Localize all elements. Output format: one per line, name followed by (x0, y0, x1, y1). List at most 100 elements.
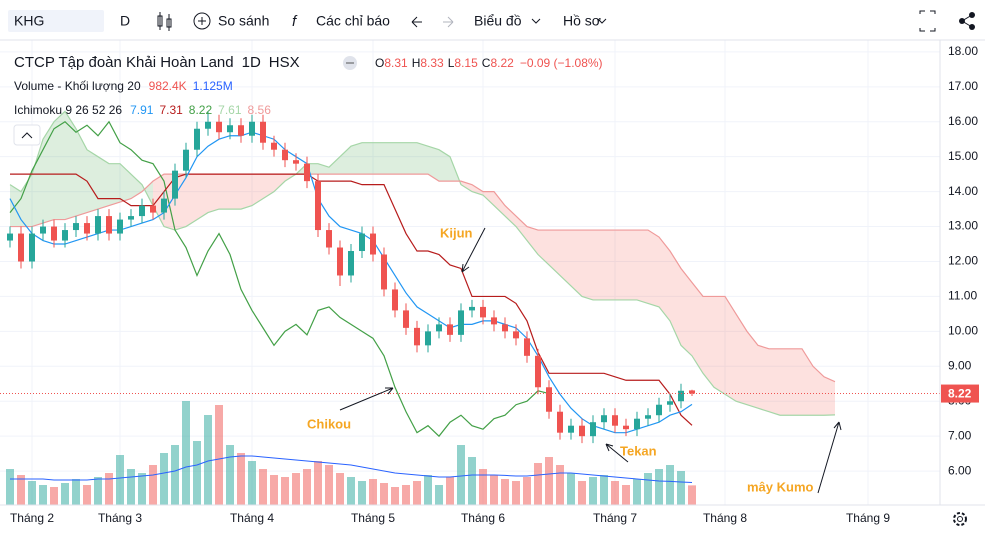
arrow (605, 443, 629, 463)
volume-bar (633, 479, 641, 505)
candle-body (249, 121, 255, 136)
cloud-fill (131, 174, 142, 199)
volume-bar (116, 455, 124, 505)
cloud-fill (186, 174, 197, 227)
y-tick-label: 9.00 (948, 358, 972, 372)
undo[interactable] (411, 16, 422, 28)
x-tick-label: Tháng 6 (461, 511, 505, 525)
change: −0.09 (−1.08%) (520, 56, 603, 70)
volume-bar (589, 477, 597, 505)
candle-body (117, 219, 123, 234)
cloud-fill (197, 174, 208, 220)
candle-body (194, 128, 200, 150)
candle-body (326, 230, 332, 248)
cloud-fill (516, 216, 527, 241)
cloud-fill (362, 142, 373, 175)
indicators[interactable]: Các chỉ báo (316, 13, 390, 29)
cloud-fill (659, 237, 670, 321)
annotation: Kijun (440, 225, 473, 240)
chikou-last: 8.22 (189, 103, 213, 117)
volume-bar (149, 465, 157, 505)
chart-type[interactable]: Biểu đồ (474, 13, 522, 29)
cloud-fill (725, 296, 736, 402)
annotations: Kijun Chikou Tekan mây Kumo (307, 225, 842, 494)
candle-body (95, 216, 101, 234)
candle-body (227, 125, 233, 133)
fullscreen[interactable] (919, 10, 936, 32)
candle-body (359, 233, 365, 252)
volume-bar (215, 405, 223, 505)
cloud-fill (780, 348, 791, 416)
redo[interactable] (443, 16, 454, 28)
candle-body (667, 401, 673, 405)
x-tick-label: Tháng 5 (351, 511, 395, 525)
volume-bar (204, 415, 212, 505)
volume-bar (226, 445, 234, 505)
candle-body (260, 121, 266, 143)
volume-bar (83, 485, 91, 505)
symbol-box[interactable] (8, 10, 104, 32)
volume-bar (138, 473, 146, 505)
volume-bar (105, 473, 113, 505)
volume-bar (424, 475, 432, 505)
volume-bar (677, 471, 685, 505)
volume-bar (413, 481, 421, 505)
volume-bar (72, 479, 80, 505)
kijun-last: 7.31 (159, 103, 183, 117)
compare-plus (198, 17, 206, 25)
compare[interactable]: So sánh (218, 13, 269, 29)
volume-bar (556, 465, 564, 505)
candle-body (414, 327, 420, 346)
annotation: Tekan (620, 443, 657, 458)
span-b-line (10, 173, 836, 383)
candle-icon[interactable] (157, 12, 172, 31)
fx-icon[interactable]: f (292, 13, 298, 30)
candle-body (238, 125, 244, 136)
o-prefix: O (375, 56, 384, 70)
x-tick-label: Tháng 7 (593, 511, 637, 525)
cloud-fill (395, 142, 406, 175)
x-tick-label: Tháng 9 (846, 511, 890, 525)
volume-bar (567, 473, 575, 505)
candle-body (315, 181, 321, 231)
legend: CTCP Tập đoàn Khải Hoàn Land 1D HSX O8.31 H… (13, 54, 603, 146)
y-tick-label: 14.00 (948, 184, 978, 198)
profile[interactable]: Hồ sơ (563, 13, 601, 29)
hide-legend-btn[interactable] (13, 124, 41, 146)
compare-icon[interactable] (193, 12, 211, 30)
interval[interactable]: D (120, 13, 130, 29)
candle-body (205, 121, 211, 129)
cloud-fill (626, 230, 637, 300)
cloud-fill (538, 230, 549, 265)
volume-bar (622, 485, 630, 505)
candle-body (689, 390, 695, 394)
volume-bar (490, 475, 498, 505)
volume-bar (435, 485, 443, 505)
candle-body (524, 338, 530, 356)
cloud-fill (703, 296, 714, 388)
volume-bar (457, 445, 465, 505)
volume-bar (655, 469, 663, 505)
ichimoku-legend: Ichimoku 9 26 52 26 7.91 7.31 8.22 7.61 8.56 (14, 103, 271, 117)
candle-body (568, 425, 574, 433)
share[interactable] (959, 12, 975, 30)
candle-body (183, 149, 189, 171)
volume-bar (303, 469, 311, 505)
volume-bar (259, 469, 267, 505)
cloud-fill (109, 163, 120, 206)
y-tick-label: 6.00 (948, 463, 972, 477)
candle-body (304, 163, 310, 182)
volume-bar (545, 457, 553, 505)
o-value: 8.31 (384, 56, 408, 70)
cloud-fill (494, 191, 505, 217)
cloud-fill (32, 139, 43, 227)
kijun-line (10, 173, 693, 426)
annotation: Chikou (307, 416, 351, 431)
candle-body (128, 216, 134, 220)
candle-body (293, 160, 299, 164)
y-tick-label: 12.00 (948, 254, 978, 268)
exchange: HSX (269, 54, 300, 71)
settings[interactable] (953, 512, 967, 526)
symbol[interactable]: KHG (14, 13, 44, 29)
candle-body (139, 205, 145, 217)
